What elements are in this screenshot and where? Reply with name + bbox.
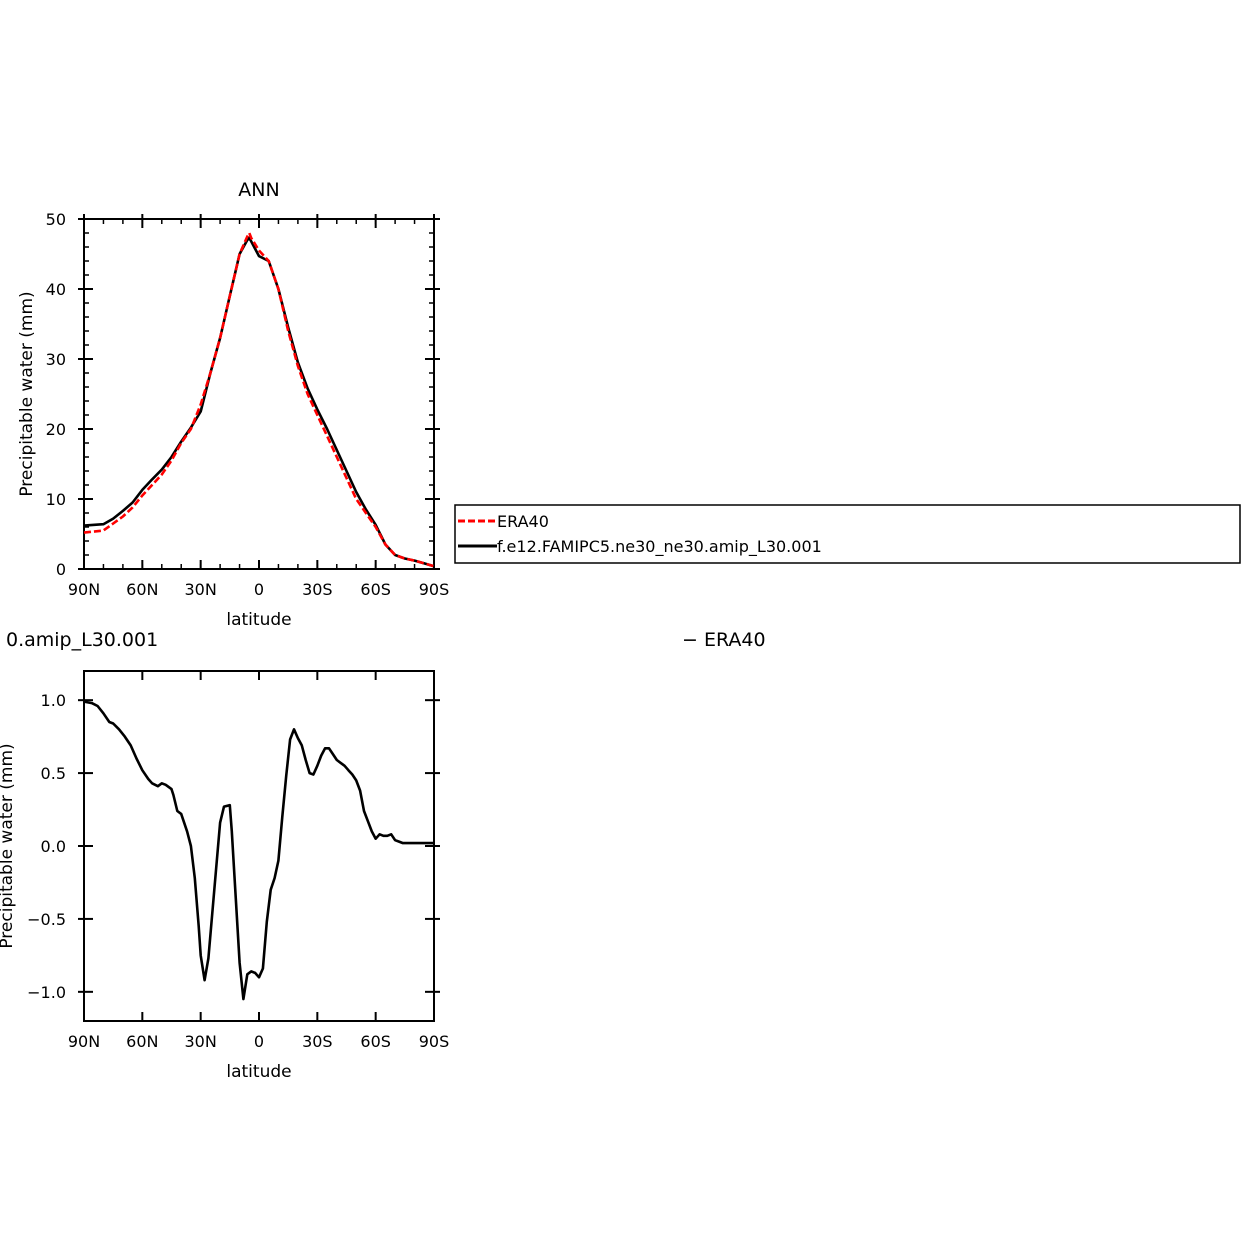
y-tick-label: 30: [46, 350, 66, 369]
x-tick-label: 60S: [360, 1032, 391, 1051]
top-plot-frame: [83, 218, 435, 570]
top-y-axis-label: Precipitable water (mm): [17, 291, 37, 496]
difference-series-line: [83, 700, 434, 1001]
bottom-title-fragment-left: 0.amip_L30.001: [6, 629, 158, 651]
top-chart-title: ANN: [238, 179, 279, 201]
bottom-x-axis-label: latitude: [226, 1062, 291, 1082]
x-tick-label: 90N: [68, 580, 100, 599]
bottom-y-axis-label: Precipitable water (mm): [0, 743, 17, 948]
x-tick-label: 30S: [302, 1032, 333, 1051]
bottom-title-fragment-right: − ERA40: [682, 629, 766, 651]
x-tick-label: 0: [254, 580, 264, 599]
f.e12.FAMIPC5.ne30_ne30.amip_L30.001-series-line: [83, 236, 435, 568]
y-tick-label: 1.0: [41, 691, 66, 710]
x-tick-label: 60N: [126, 580, 158, 599]
legend-box: [454, 504, 1241, 564]
x-tick-label: 90S: [419, 580, 450, 599]
y-tick-label: 10: [46, 490, 66, 509]
y-tick-label: 40: [46, 280, 66, 299]
legend-label-model: f.e12.FAMIPC5.ne30_ne30.amip_L30.001: [497, 537, 822, 557]
y-tick-label: 0.5: [41, 764, 66, 783]
bottom-y-tick-labels: −1.0 −0.5 0.0 0.5 1.0: [27, 691, 66, 1002]
x-tick-label: 60S: [360, 580, 391, 599]
bottom-plot-frame: [83, 670, 435, 1022]
legend-label-era40: ERA40: [497, 512, 549, 531]
x-tick-label: 90N: [68, 1032, 100, 1051]
legend: ERA40 f.e12.FAMIPC5.ne30_ne30.amip_L30.0…: [454, 504, 1241, 564]
top-x-tick-labels: 90N 60N 30N 0 30S 60S 90S: [68, 580, 449, 599]
y-tick-label: 0.0: [41, 837, 66, 856]
x-tick-label: 30S: [302, 580, 333, 599]
top-series-group: [83, 231, 435, 568]
x-tick-label: 60N: [126, 1032, 158, 1051]
x-tick-label: 0: [254, 1032, 264, 1051]
bottom-series-group: [83, 700, 434, 1001]
top-chart-panel: ANN 90N 60N 30N 0 30S 60S 90S 0 10 20 30 40 50 lati…: [17, 179, 449, 630]
top-axis-ticks: [78, 214, 440, 570]
bottom-chart-panel: 0.amip_L30.001 − ERA40 90N 60N 30N 0 30S 60S 9…: [0, 629, 766, 1082]
bottom-axis-ticks: [78, 671, 440, 1021]
ERA40-series-line: [83, 231, 435, 568]
y-tick-label: −1.0: [27, 983, 66, 1002]
x-tick-label: 30N: [185, 1032, 217, 1051]
x-tick-label: 90S: [419, 1032, 450, 1051]
y-tick-label: 20: [46, 420, 66, 439]
bottom-x-tick-labels: 90N 60N 30N 0 30S 60S 90S: [68, 1032, 449, 1051]
y-tick-label: 50: [46, 210, 66, 229]
y-tick-label: 0: [56, 560, 66, 579]
x-tick-label: 30N: [185, 580, 217, 599]
y-tick-label: −0.5: [27, 910, 66, 929]
top-x-axis-label: latitude: [226, 610, 291, 630]
top-y-tick-labels: 0 10 20 30 40 50: [46, 210, 66, 579]
